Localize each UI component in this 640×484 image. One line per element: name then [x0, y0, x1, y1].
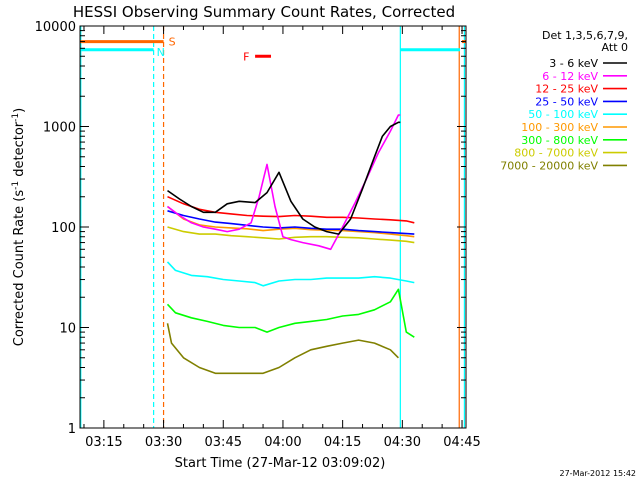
series-line-0: [167, 121, 401, 235]
n-label: N: [157, 46, 165, 59]
x-tick-label-3: 04:00: [264, 435, 301, 450]
legend-label-1: 6 - 12 keV: [542, 70, 598, 83]
series-line-2: [167, 195, 415, 224]
legend-label-2: 12 - 25 keV: [535, 83, 598, 96]
x-tick-label-0: 03:15: [85, 435, 122, 450]
x-tick-label-6: 04:45: [443, 435, 480, 450]
x-axis-label: Start Time (27-Mar-12 03:09:02): [175, 456, 386, 471]
legend-label-0: 3 - 6 keV: [549, 57, 598, 70]
legend-label-3: 25 - 50 keV: [535, 95, 598, 108]
y-axis-label-mid: detector: [12, 121, 27, 181]
y-tick-label-2: 100: [51, 221, 76, 236]
legend-title-line1: Det 1,3,5,6,7,9,: [542, 29, 628, 42]
series-line-5: [167, 205, 415, 238]
y-axis-label-sup2: -1: [11, 113, 21, 122]
footer-timestamp: 27-Mar-2012 15:42: [560, 469, 637, 478]
y-axis-label: Corrected Count Rate (s-1 detector-1): [11, 108, 27, 346]
x-tick-label-2: 03:45: [205, 435, 242, 450]
series-line-7: [167, 226, 415, 244]
y-tick-label-0: 1: [68, 422, 76, 437]
legend-title-line2: Att 0: [602, 41, 628, 54]
legend-label-6: 300 - 800 keV: [521, 134, 598, 147]
series-line-1: [167, 114, 401, 251]
x-tick-label-5: 04:30: [384, 435, 421, 450]
y-axis-label-sup1: -1: [11, 181, 21, 190]
s-label: S: [169, 36, 176, 49]
series-line-6: [166, 288, 415, 338]
y-tick-label-1: 10: [59, 322, 76, 337]
legend-label-4: 50 - 100 keV: [528, 108, 598, 121]
legend-label-5: 100 - 300 keV: [521, 121, 598, 134]
series-line-4: [166, 261, 415, 287]
y-axis: 1 10 100 1000 10000: [35, 20, 466, 437]
series-line-3: [167, 210, 415, 235]
f-label: F: [243, 50, 249, 63]
legend-label-8: 7000 - 20000 keV: [500, 159, 598, 172]
series-line-8: [166, 323, 399, 375]
x-tick-label-1: 03:30: [145, 435, 182, 450]
x-tick-label-4: 04:15: [324, 435, 361, 450]
y-axis-label-main: Corrected Count Rate (s: [12, 190, 27, 347]
legend-label-7: 800 - 7000 keV: [514, 147, 598, 160]
y-tick-label-3: 1000: [43, 121, 76, 136]
y-axis-label-end: ): [12, 108, 27, 113]
chart-title: HESSI Observing Summary Count Rates, Cor…: [73, 3, 455, 21]
x-axis: 03:15 03:30 03:45 04:00 04:15 04:30 04:45: [83, 26, 481, 450]
y-tick-label-4: 10000: [35, 20, 76, 35]
plot-area: SN F: [80, 26, 466, 428]
